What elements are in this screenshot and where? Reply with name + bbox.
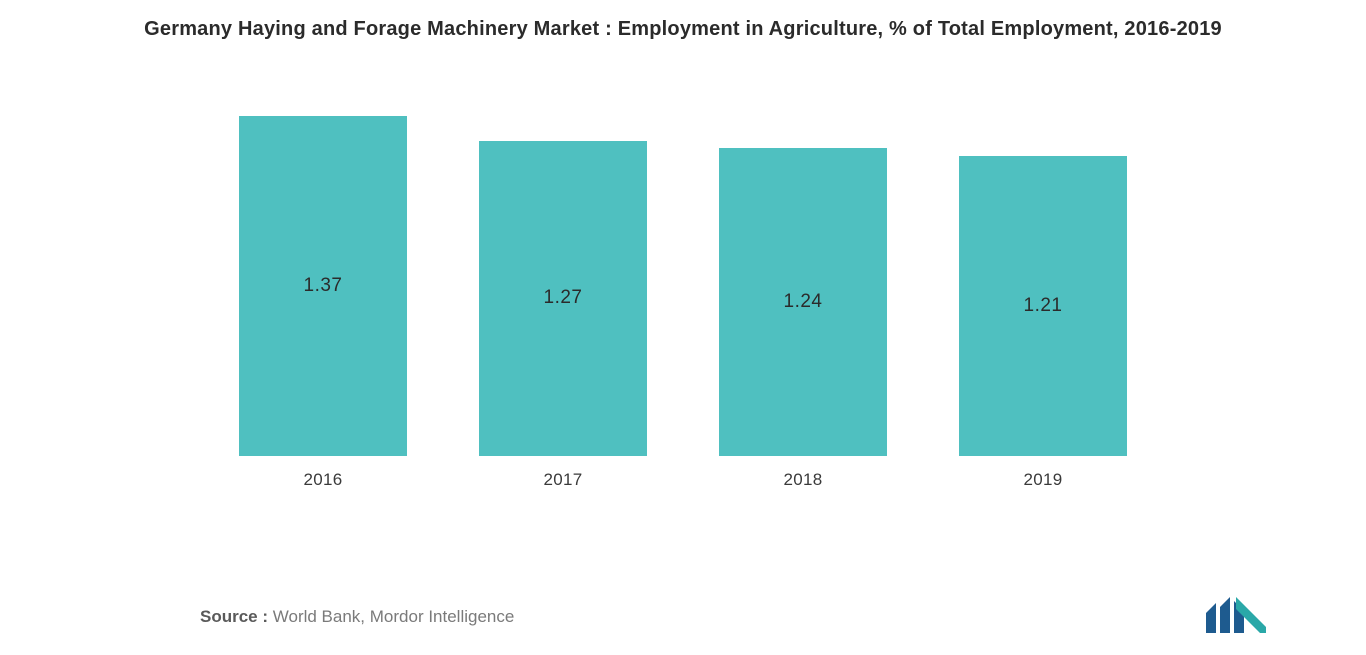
mordor-intelligence-logo-icon [1206, 597, 1266, 633]
bar-slot: 1.21 2019 [923, 156, 1163, 490]
x-axis-label: 2018 [783, 470, 822, 490]
bar-2018: 1.24 [719, 148, 887, 456]
x-axis-label: 2019 [1023, 470, 1062, 490]
source-prefix: Source : [200, 607, 273, 626]
bar-chart: 1.37 2016 1.27 2017 1.24 2018 1.21 2019 [0, 120, 1366, 490]
bar-value-label: 1.24 [784, 291, 823, 313]
bar-2019: 1.21 [959, 156, 1127, 456]
bar-slot: 1.37 2016 [203, 116, 443, 490]
bar-value-label: 1.21 [1024, 295, 1063, 317]
bar-value-label: 1.37 [304, 275, 343, 297]
bar-2016: 1.37 [239, 116, 407, 456]
x-axis-label: 2016 [303, 470, 342, 490]
bar-value-label: 1.27 [544, 287, 583, 309]
x-axis-label: 2017 [543, 470, 582, 490]
bar-slot: 1.24 2018 [683, 148, 923, 490]
source-text: World Bank, Mordor Intelligence [273, 607, 515, 626]
bar-2017: 1.27 [479, 141, 647, 456]
chart-title: Germany Haying and Forage Machinery Mark… [0, 18, 1366, 41]
bar-slot: 1.27 2017 [443, 141, 683, 490]
source-attribution: Source : World Bank, Mordor Intelligence [200, 607, 514, 627]
